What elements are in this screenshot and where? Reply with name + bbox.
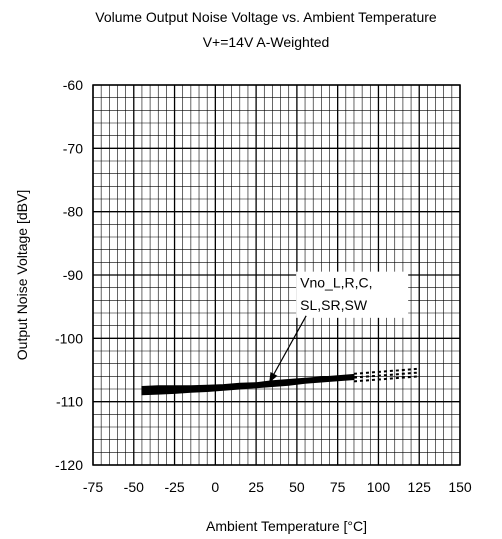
x-tick-label: -50 [124, 479, 144, 495]
y-tick-label: -70 [63, 140, 83, 156]
chart-title: Volume Output Noise Voltage vs. Ambient … [95, 9, 437, 25]
extrapolated-dashed-line [353, 375, 420, 383]
y-tick-label: -110 [56, 394, 83, 410]
annotation-box [296, 271, 409, 318]
x-tick-label: 75 [330, 479, 346, 495]
x-tick-label: 0 [211, 479, 219, 495]
annotation: Vno_L,R,C, SL,SR,SW [268, 271, 409, 383]
y-tick-label: -120 [55, 457, 83, 473]
y-tick-label: -100 [55, 330, 83, 346]
plot-frame [92, 84, 461, 466]
extrapolated-dashed-line [353, 371, 420, 379]
x-tick-labels: -75 -50 -25 0 25 50 75 100 125 150 [83, 479, 472, 495]
y-axis-label: Output Noise Voltage [dBV] [14, 190, 30, 360]
y-tick-label: -60 [63, 77, 83, 93]
annotation-arrowhead [269, 371, 278, 383]
annotation-line-1: Vno_L,R,C, [300, 275, 372, 291]
y-tick-label: -90 [63, 267, 83, 283]
y-tick-labels: -60 -70 -80 -90 -100 -110 -120 [55, 77, 83, 473]
annotation-arrow [268, 315, 307, 383]
x-tick-label: 25 [248, 479, 264, 495]
y-tick-label: -80 [63, 204, 83, 220]
annotation-line-2: SL,SR,SW [300, 297, 368, 313]
x-tick-label: 50 [289, 479, 305, 495]
x-axis-label: Ambient Temperature [°C] [206, 518, 367, 534]
chart-subtitle: V+=14V A-Weighted [202, 34, 330, 50]
x-tick-label: -75 [83, 479, 103, 495]
x-tick-label: -25 [164, 479, 184, 495]
x-tick-label: 125 [408, 479, 432, 495]
noise-band [141, 373, 355, 396]
x-tick-label: 100 [367, 479, 391, 495]
extrapolated-dashed-line [353, 367, 420, 375]
data-layer [141, 367, 420, 396]
x-tick-label: 150 [448, 479, 472, 495]
